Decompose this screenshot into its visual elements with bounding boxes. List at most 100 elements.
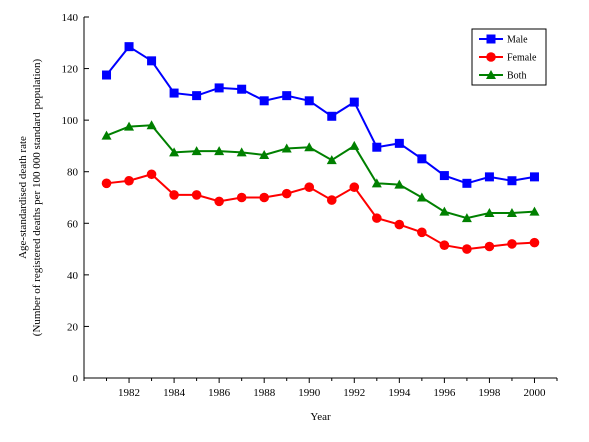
y-axis-title-line-2: (Number of registered deaths per 100 000… <box>31 58 43 336</box>
data-point-both <box>394 179 405 189</box>
data-point-female <box>304 182 315 192</box>
data-point-female <box>169 190 179 200</box>
x-tick-label: 1984 <box>163 387 186 399</box>
data-point-both <box>191 146 202 156</box>
data-point-female <box>484 241 495 252</box>
data-point-female <box>372 213 382 223</box>
data-point-female <box>124 175 134 186</box>
series-line-male <box>105 45 535 185</box>
data-point-female <box>462 244 472 254</box>
data-point-female <box>214 196 224 207</box>
legend-marker-female <box>486 52 496 62</box>
x-tick-label: 1988 <box>253 387 276 399</box>
series-line-both <box>106 124 535 220</box>
data-point-female <box>394 219 405 230</box>
data-point-male <box>192 91 202 101</box>
y-axis-ticks: 0 20 40 60 80 100 120 140 <box>62 12 89 385</box>
data-point-both <box>146 120 157 130</box>
legend-label-both: Both <box>507 71 526 82</box>
data-point-male <box>214 83 224 93</box>
data-point-both <box>349 140 360 150</box>
data-point-male <box>259 96 269 106</box>
data-point-both <box>439 206 450 216</box>
legend-label-female: Female <box>507 53 537 64</box>
data-point-female <box>259 192 269 203</box>
y-tick-label: 20 <box>67 321 79 333</box>
y-tick-label: 100 <box>62 115 79 127</box>
y-tick-label: 80 <box>67 167 79 179</box>
data-point-both <box>214 146 225 156</box>
data-point-both <box>371 178 382 188</box>
series-layer <box>101 42 540 254</box>
series-both <box>101 120 540 223</box>
x-axis-title: Year <box>310 411 331 423</box>
data-point-both <box>259 149 270 159</box>
data-point-both <box>506 207 517 217</box>
data-point-female <box>191 190 202 200</box>
plot-area <box>83 17 557 379</box>
x-axis-ticks: 1982 1984 1986 1988 1990 1992 1994 1996 1998 2000 <box>83 378 558 399</box>
data-point-male <box>372 142 382 152</box>
data-point-female <box>349 182 360 192</box>
legend-item-female: Female <box>479 52 537 64</box>
series-female <box>101 169 540 254</box>
data-point-male <box>124 42 134 52</box>
y-tick-label: 120 <box>62 64 79 76</box>
data-point-both <box>236 147 247 157</box>
y-tick-label: 140 <box>62 12 79 24</box>
data-point-male <box>529 172 539 182</box>
data-point-both <box>101 130 112 140</box>
data-point-female <box>281 188 292 199</box>
x-tick-label: 2000 <box>523 387 546 399</box>
x-tick-label: 1982 <box>118 387 140 399</box>
data-point-female <box>439 240 450 251</box>
x-tick-label: 1996 <box>433 387 456 399</box>
data-point-female <box>101 178 112 189</box>
legend-label-male: Male <box>507 35 528 46</box>
y-axis-title-line-1: Age-standardised death rate <box>17 136 29 259</box>
legend-item-male: Male <box>479 34 528 46</box>
legend-marker-male <box>486 34 496 44</box>
data-point-male <box>462 178 472 188</box>
y-tick-label: 0 <box>73 373 79 385</box>
data-point-both <box>169 147 180 157</box>
data-point-male <box>417 154 427 164</box>
data-point-both <box>326 155 337 165</box>
x-tick-label: 1990 <box>298 387 321 399</box>
data-point-both <box>304 142 315 152</box>
data-point-male <box>147 56 157 66</box>
data-point-male <box>102 70 112 80</box>
data-point-both <box>416 192 427 202</box>
legend: Male Female Both <box>471 28 547 86</box>
data-point-both <box>281 143 292 153</box>
data-point-female <box>326 195 337 205</box>
data-point-female <box>417 227 427 238</box>
y-tick-label: 60 <box>67 218 79 230</box>
data-point-male <box>282 91 292 101</box>
data-point-male <box>439 171 449 181</box>
data-point-male <box>394 138 404 148</box>
data-point-male <box>237 84 247 94</box>
legend-marker-both <box>486 70 496 79</box>
data-point-both <box>124 121 135 131</box>
data-point-male <box>349 97 359 107</box>
data-point-both <box>484 207 495 217</box>
x-tick-label: 1992 <box>343 387 365 399</box>
data-point-male <box>507 176 517 186</box>
data-point-both <box>461 213 472 223</box>
data-point-both <box>529 206 540 216</box>
data-point-female <box>507 239 517 249</box>
data-point-female <box>236 192 247 203</box>
legend-item-both: Both <box>479 70 526 82</box>
data-point-male <box>169 88 179 98</box>
data-point-female <box>529 237 540 248</box>
data-point-male <box>304 96 314 106</box>
data-point-female <box>146 169 157 180</box>
data-point-male <box>327 111 337 121</box>
x-tick-label: 1994 <box>388 387 411 399</box>
x-tick-label: 1986 <box>208 387 231 399</box>
series-male <box>102 42 539 188</box>
y-axis-title: Age-standardised death rate (Number of r… <box>17 58 43 336</box>
x-tick-label: 1998 <box>478 387 501 399</box>
